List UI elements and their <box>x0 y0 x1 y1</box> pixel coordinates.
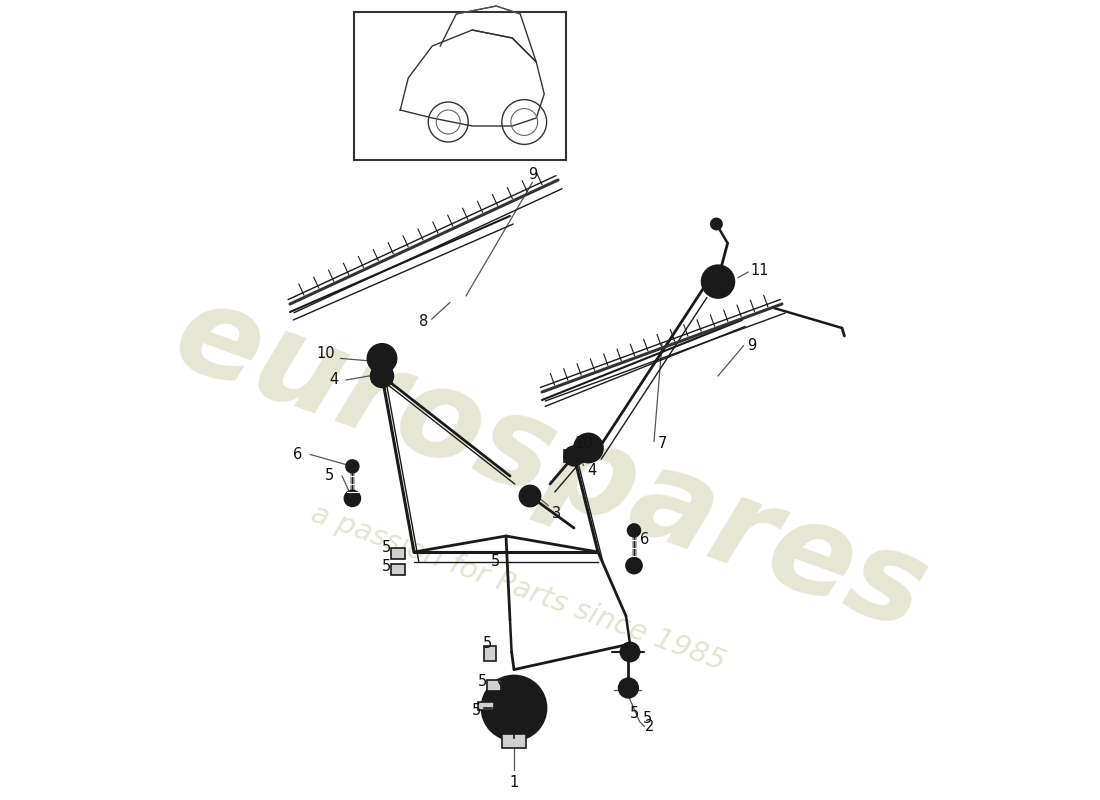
Text: 3: 3 <box>552 506 561 521</box>
Circle shape <box>702 266 734 298</box>
Text: 4: 4 <box>587 463 596 478</box>
Text: 7: 7 <box>658 437 667 451</box>
Circle shape <box>490 684 538 732</box>
Text: 5: 5 <box>472 703 481 718</box>
Circle shape <box>349 495 355 502</box>
Circle shape <box>574 434 603 462</box>
Text: 9: 9 <box>528 167 537 182</box>
Text: eurospares: eurospares <box>158 272 942 656</box>
Text: 10: 10 <box>574 437 593 451</box>
Bar <box>502 734 526 748</box>
Bar <box>564 450 584 462</box>
Bar <box>487 680 502 691</box>
Text: a passion for Parts since 1985: a passion for Parts since 1985 <box>307 500 729 676</box>
Text: 9: 9 <box>747 338 756 353</box>
Circle shape <box>375 352 388 365</box>
Text: 10: 10 <box>317 346 336 361</box>
Text: 8: 8 <box>419 314 428 329</box>
Circle shape <box>619 678 638 698</box>
Text: 5: 5 <box>382 541 390 555</box>
Bar <box>373 370 392 382</box>
Text: 6: 6 <box>294 447 302 462</box>
Circle shape <box>482 676 546 740</box>
Circle shape <box>582 442 595 454</box>
Text: 5: 5 <box>324 469 333 483</box>
Circle shape <box>346 460 359 473</box>
Text: 11: 11 <box>750 263 769 278</box>
Text: 5: 5 <box>629 706 639 721</box>
Circle shape <box>499 694 528 722</box>
Text: 6: 6 <box>640 533 649 547</box>
Circle shape <box>371 365 393 387</box>
Text: 5: 5 <box>483 637 492 651</box>
Text: 5: 5 <box>644 711 652 726</box>
Circle shape <box>344 490 361 506</box>
Circle shape <box>507 702 520 714</box>
Text: 5: 5 <box>491 554 501 569</box>
Circle shape <box>519 486 540 506</box>
Circle shape <box>711 218 722 230</box>
Text: 2: 2 <box>646 719 654 734</box>
Bar <box>354 12 566 160</box>
Bar <box>484 646 496 661</box>
Bar <box>390 564 405 575</box>
Text: 4: 4 <box>329 373 339 387</box>
Circle shape <box>626 558 642 574</box>
Circle shape <box>564 446 584 466</box>
Text: 5: 5 <box>382 559 390 574</box>
Circle shape <box>525 491 535 501</box>
Bar <box>478 702 494 710</box>
Bar <box>390 548 405 559</box>
Circle shape <box>712 275 725 288</box>
Text: 5: 5 <box>477 674 486 689</box>
Circle shape <box>367 344 396 373</box>
Text: 1: 1 <box>509 775 518 790</box>
Circle shape <box>620 642 639 662</box>
Circle shape <box>628 524 640 537</box>
